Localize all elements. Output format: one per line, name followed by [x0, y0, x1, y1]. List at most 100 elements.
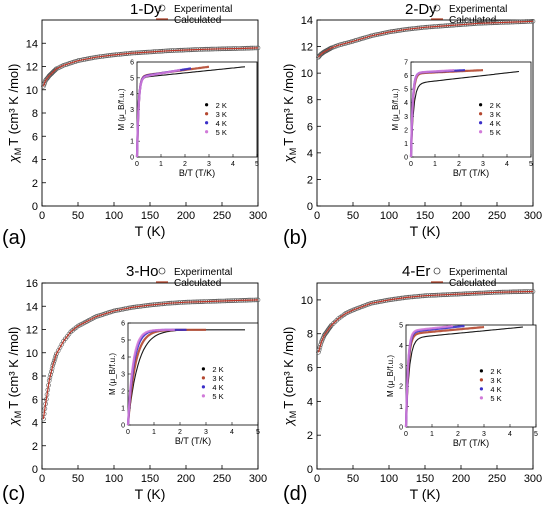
- data-point: [328, 323, 334, 329]
- inset-frame: [136, 61, 258, 158]
- y-axis-label-subscript: M: [13, 411, 23, 419]
- y-axis-label-symbol: χ: [281, 417, 296, 426]
- inset-y-tick-label: 2: [130, 123, 134, 130]
- x-tick-label: 250: [488, 473, 506, 485]
- inset-legend-label: 4 K: [490, 385, 501, 394]
- inset-x-axis-label: B/T (T/K): [179, 168, 215, 178]
- data-point: [52, 67, 58, 73]
- y-tick-label: 12: [301, 42, 313, 54]
- inset-y-tick-label: 4: [399, 343, 403, 350]
- x-tick-label: 200: [452, 210, 470, 222]
- inset-legend-marker: [205, 103, 209, 107]
- inset-x-tick-label: 4: [230, 429, 234, 436]
- legend-label: Calculated: [449, 15, 496, 26]
- inset-x-tick-label: 1: [159, 161, 163, 168]
- inset-curve: [135, 68, 181, 158]
- x-tick-label: 250: [213, 210, 231, 222]
- inset-series-5k: [135, 68, 181, 158]
- legend-label: Calculated: [174, 15, 221, 26]
- y-tick-label: 0: [32, 201, 38, 213]
- x-tick-label: 100: [380, 473, 398, 485]
- series-calculated-line: [317, 290, 534, 353]
- y-tick-label: 6: [307, 121, 313, 133]
- x-tick-label: 0: [314, 210, 320, 222]
- series-experimental: [316, 18, 536, 60]
- y-tick-label: 2: [32, 178, 38, 190]
- inset-curve: [136, 66, 246, 158]
- x-tick-label: 150: [416, 473, 434, 485]
- inset-x-tick-label: 4: [508, 431, 512, 438]
- y-tick-label: 8: [32, 371, 38, 383]
- panel-label: (b): [283, 227, 307, 249]
- x-tick-label: 300: [524, 210, 542, 222]
- inset-y-tick-label: 3: [130, 107, 134, 114]
- y-axis-label-subscript: M: [13, 148, 23, 156]
- inset-legend-marker: [479, 396, 483, 400]
- y-axis-label-symbol: χ: [6, 154, 21, 163]
- y-tick-label: 2: [32, 441, 38, 453]
- y-axis-label-subscript: M: [288, 411, 298, 419]
- inset-legend-marker: [479, 121, 483, 125]
- x-tick-label: 50: [347, 210, 359, 222]
- inset-x-tick-label: 4: [505, 161, 509, 168]
- inset-y-tick-label: 5: [130, 75, 134, 82]
- y-tick-label: 14: [26, 301, 38, 313]
- y-tick-label: 8: [32, 108, 38, 120]
- inset-legend-label: 3 K: [212, 374, 223, 383]
- inset-y-tick-label: 6: [404, 73, 408, 80]
- y-tick-label: 0: [307, 464, 313, 476]
- inset: 0 1 2 3 4 5 0 1 2 3 4 5 6 7 B/T (T/K) M (μ_B/f.u.) 2 K3 …: [391, 60, 533, 179]
- inset-y-tick-label: 7: [404, 60, 408, 67]
- inset-legend-label: 4 K: [216, 119, 227, 128]
- inset-x-axis-label: B/T (T/K): [453, 168, 489, 178]
- y-tick-label: 8: [307, 329, 313, 341]
- inset-x-tick-label: 0: [409, 161, 413, 168]
- y-tick-label: 12: [26, 62, 38, 74]
- x-axis-label: T (K): [135, 486, 166, 502]
- inset-y-tick-label: 0: [121, 423, 125, 430]
- inset-series-5k: [409, 69, 455, 158]
- inset-y-tick-label: 1: [404, 141, 408, 148]
- panel-c: 3-Ho(c)0 50 100 150 200 250 3000246810121416T …: [2, 263, 267, 505]
- inset-x-tick-label: 2: [457, 161, 461, 168]
- panel-title: 2-Dy: [405, 1, 437, 18]
- inset-x-tick-label: 3: [207, 161, 211, 168]
- y-tick-label: 0: [307, 201, 313, 213]
- panel-title: 4-Er: [402, 263, 430, 280]
- inset-series-3k: [404, 325, 485, 428]
- data-point: [41, 82, 47, 87]
- inset-series-2k: [136, 66, 246, 158]
- x-tick-label: 300: [524, 473, 542, 485]
- inset-x-tick-label: 0: [404, 431, 408, 438]
- inset-legend-marker: [201, 394, 205, 398]
- inset-y-tick-label: 3: [399, 363, 403, 370]
- inset-x-tick-label: 5: [529, 161, 533, 168]
- inset-series-5k: [404, 324, 453, 428]
- x-tick-label: 200: [177, 473, 195, 485]
- legend-marker-experimental: [158, 4, 166, 12]
- inset-y-tick-label: 0: [404, 155, 408, 162]
- legend-label: Calculated: [449, 278, 496, 289]
- inset-y-tick-label: 4: [121, 355, 125, 362]
- x-tick-label: 50: [72, 473, 84, 485]
- y-tick-label: 6: [32, 131, 38, 143]
- inset-legend-label: 2 K: [216, 101, 227, 110]
- y-tick-label: 4: [307, 396, 313, 408]
- inset-y-axis-label: M (μ_B/f.u.): [108, 353, 117, 395]
- y-tick-label: 14: [26, 38, 38, 50]
- panel-label: (a): [2, 227, 26, 249]
- inset-x-tick-label: 3: [204, 429, 208, 436]
- inset-y-tick-label: 2: [121, 389, 125, 396]
- inset-curve: [404, 325, 485, 428]
- y-tick-label: 2: [307, 174, 313, 186]
- y-tick-label: 14: [301, 15, 313, 27]
- inset-x-tick-label: 2: [456, 431, 460, 438]
- inset-legend-label: 5 K: [490, 394, 501, 403]
- inset-x-axis-label: B/T (T/K): [453, 438, 489, 448]
- inset-legend-label: 5 K: [212, 392, 223, 401]
- data-point: [328, 45, 334, 51]
